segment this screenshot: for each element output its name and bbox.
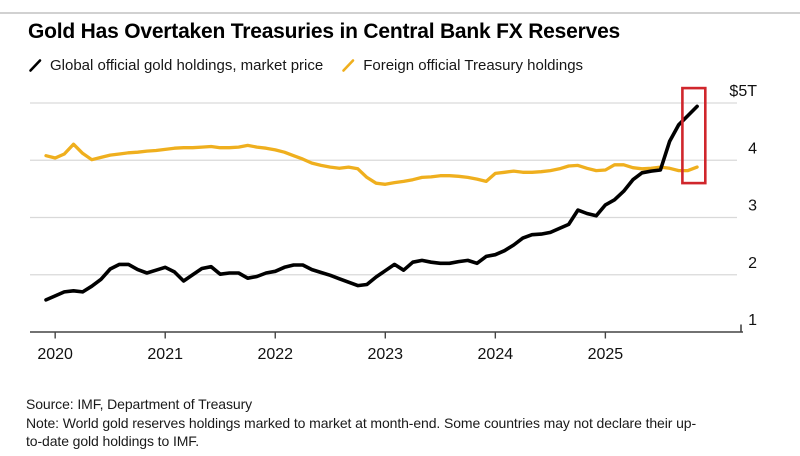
source-line: Source: IMF, Department of Treasury xyxy=(26,396,253,412)
legend-label-gold: Global official gold holdings, market pr… xyxy=(50,57,324,74)
x-tick-label: 2024 xyxy=(478,346,514,363)
chart-title: Gold Has Overtaken Treasuries in Central… xyxy=(28,20,621,43)
y-tick-label: $5T xyxy=(729,83,757,100)
y-tick-label: 1 xyxy=(748,312,757,329)
yellow-slash-icon xyxy=(342,59,355,72)
x-tick-label: 2025 xyxy=(588,346,624,363)
x-tick-label: 2022 xyxy=(257,346,293,363)
note-line-2: to-date gold holdings to IMF. xyxy=(26,433,199,449)
footnote: Source: IMF, Department of Treasury Note… xyxy=(26,395,798,451)
legend-label-treasury: Foreign official Treasury holdings xyxy=(363,57,584,74)
treasury-line xyxy=(44,142,699,186)
gold-line xyxy=(44,104,699,302)
note-line-1: Note: World gold reserves holdings marke… xyxy=(26,414,697,431)
y-tick-label: 4 xyxy=(748,140,757,157)
legend-item-treasury: Foreign official Treasury holdings xyxy=(341,57,583,74)
top-border xyxy=(0,12,800,14)
highlight-box xyxy=(681,86,707,185)
x-tick-label: 2021 xyxy=(147,346,183,363)
x-tick-label: 2020 xyxy=(37,346,73,363)
legend: Global official gold holdings, market pr… xyxy=(28,57,601,74)
y-tick-label: 3 xyxy=(748,198,757,215)
black-slash-icon xyxy=(29,59,42,72)
x-tick-label: 2023 xyxy=(367,346,403,363)
legend-item-gold: Global official gold holdings, market pr… xyxy=(28,57,323,74)
y-tick-label: 2 xyxy=(748,255,757,272)
